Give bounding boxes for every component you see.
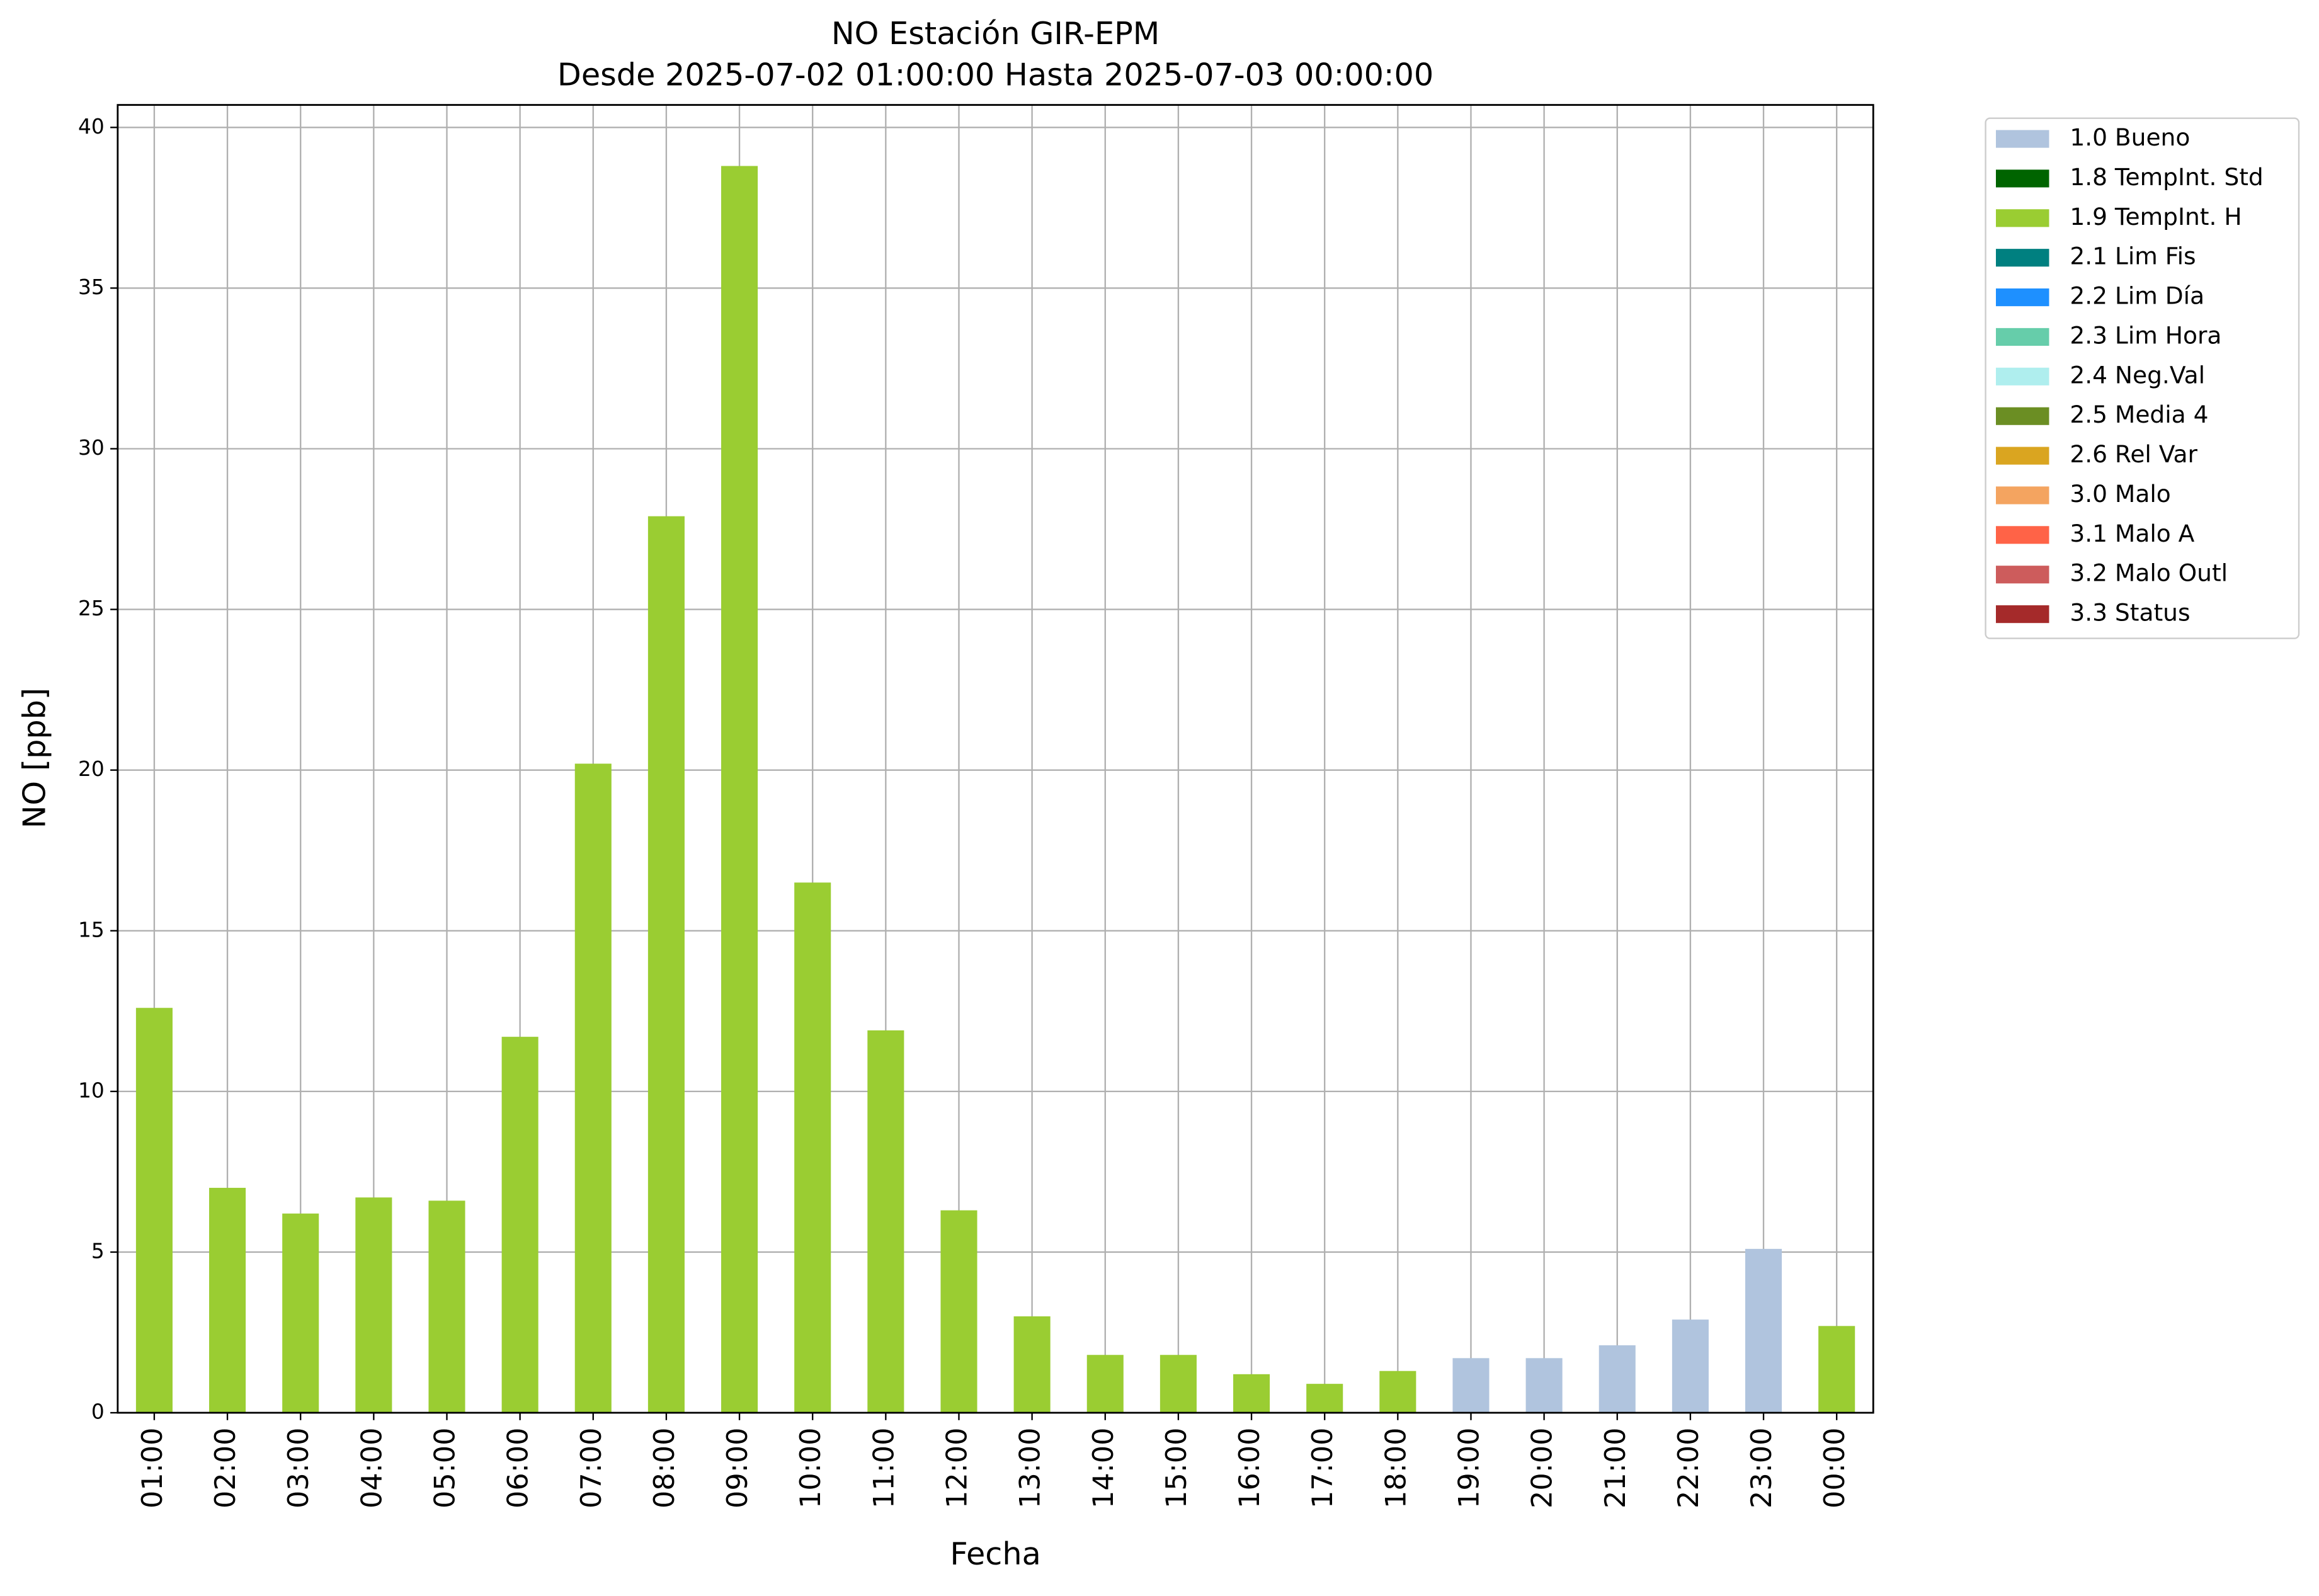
legend-swatch: [1996, 566, 2049, 584]
bar: [135, 1008, 173, 1413]
legend-box: [1985, 117, 2300, 639]
bar: [940, 1210, 977, 1413]
x-tick-label: 04:00: [355, 1428, 388, 1508]
x-tick-label: 21:00: [1599, 1428, 1632, 1508]
bar: [1525, 1358, 1563, 1413]
y-tick-label: 25: [78, 596, 105, 620]
bar: [1233, 1374, 1270, 1413]
x-tick-label: 09:00: [721, 1428, 754, 1508]
legend-swatch: [1996, 447, 2049, 465]
x-tick-label: 15:00: [1160, 1428, 1193, 1508]
x-tick-label: 19:00: [1452, 1428, 1485, 1508]
bar: [1598, 1345, 1636, 1413]
legend-label: 1.9 TempInt. H: [2070, 203, 2242, 231]
legend-label: 1.0 Bueno: [2070, 123, 2190, 151]
x-tick-label: 02:00: [209, 1428, 242, 1508]
x-tick-label: 07:00: [575, 1428, 608, 1508]
legend-label: 3.2 Malo Outl: [2070, 559, 2228, 587]
x-tick-label: 17:00: [1306, 1428, 1339, 1508]
x-tick-label: 08:00: [648, 1428, 681, 1508]
bar: [1818, 1326, 1855, 1413]
y-tick-label: 30: [78, 436, 105, 460]
bar: [1745, 1248, 1782, 1413]
legend-label: 2.2 Lim Día: [2070, 282, 2204, 310]
bar: [647, 516, 685, 1413]
chart-subtitle: Desde 2025-07-02 01:00:00 Hasta 2025-07-…: [557, 57, 1433, 93]
bar: [501, 1037, 538, 1413]
plot-frame: [117, 104, 1874, 1414]
legend-label: 3.1 Malo A: [2070, 520, 2194, 547]
legend-swatch: [1996, 328, 2049, 346]
x-tick-label: 11:00: [867, 1428, 900, 1508]
x-tick-label: 13:00: [1014, 1428, 1047, 1508]
x-tick-label: 05:00: [428, 1428, 461, 1508]
chart-title: NO Estación GIR-EPM: [831, 15, 1160, 52]
legend-label: 2.3 Lim Hora: [2070, 321, 2221, 349]
y-tick-label: 20: [78, 757, 105, 781]
bar: [794, 882, 831, 1413]
x-tick-label: 23:00: [1745, 1428, 1778, 1508]
x-tick-label: 20:00: [1526, 1428, 1559, 1508]
y-tick-label: 35: [78, 275, 105, 299]
legend-swatch: [1996, 169, 2049, 188]
x-tick-label: 10:00: [794, 1428, 827, 1508]
bar: [1013, 1316, 1051, 1413]
ticks: 0 5 10 15 20 25 30 35 40 01:00 02:00 03:00 04:00 05:0…: [78, 115, 1851, 1508]
x-tick-label: 12:00: [940, 1428, 973, 1508]
y-tick-label: 10: [78, 1078, 105, 1102]
bar: [721, 166, 758, 1413]
y-tick-label: 0: [91, 1400, 105, 1424]
legend-swatch: [1996, 209, 2049, 227]
legend-swatch: [1996, 605, 2049, 624]
legend-label: 2.6 Rel Var: [2070, 440, 2197, 468]
bar: [355, 1197, 392, 1413]
y-tick-label: 5: [91, 1239, 105, 1263]
bar: [1306, 1384, 1343, 1413]
legend-swatch: [1996, 407, 2049, 425]
legend-swatch: [1996, 526, 2049, 544]
legend-label: 2.1 Lim Fis: [2070, 242, 2196, 270]
bar: [1086, 1355, 1124, 1413]
y-axis-label: NO [ppb]: [16, 688, 52, 829]
x-tick-label: 01:00: [136, 1428, 169, 1508]
y-tick-label: 40: [78, 115, 105, 139]
bar: [574, 763, 612, 1413]
x-tick-label: 00:00: [1818, 1428, 1851, 1508]
bar: [1452, 1358, 1490, 1413]
legend-label: 1.8 TempInt. Std: [2070, 163, 2263, 191]
legend-swatch: [1996, 288, 2049, 307]
legend-label: 3.3 Status: [2070, 599, 2190, 627]
x-tick-label: 03:00: [282, 1428, 315, 1508]
bar: [1160, 1355, 1197, 1413]
x-tick-label: 18:00: [1379, 1428, 1412, 1508]
bar: [282, 1213, 319, 1413]
legend-label: 3.0 Malo: [2070, 480, 2170, 508]
legend-swatch: [1996, 486, 2049, 504]
bar: [1672, 1320, 1709, 1413]
x-tick-label: 16:00: [1233, 1428, 1266, 1508]
legend: 1.0 Bueno 1.8 TempInt. Std 1.9 TempInt. H 2…: [1996, 123, 2264, 627]
y-tick-label: 15: [78, 918, 105, 942]
legend-swatch: [1996, 130, 2049, 148]
bar: [1379, 1371, 1416, 1413]
legend-label: 2.5 Media 4: [2070, 401, 2208, 428]
legend-swatch: [1996, 367, 2049, 385]
legend-label: 2.4 Neg.Val: [2070, 361, 2205, 389]
x-tick-label: 14:00: [1087, 1428, 1120, 1508]
bar: [428, 1200, 465, 1413]
x-tick-label: 22:00: [1672, 1428, 1705, 1508]
x-tick-label: 06:00: [502, 1428, 535, 1508]
bar: [867, 1030, 904, 1413]
bars: [135, 166, 1855, 1413]
legend-swatch: [1996, 249, 2049, 267]
x-axis-label: Fecha: [950, 1536, 1040, 1572]
bar: [209, 1187, 246, 1413]
